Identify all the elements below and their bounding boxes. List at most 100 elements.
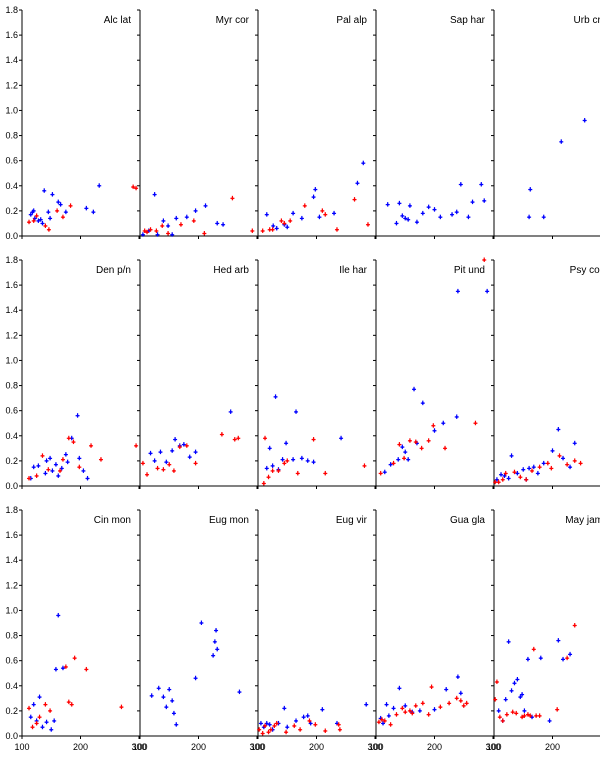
x-tick-label: 200 xyxy=(191,742,206,752)
data-point xyxy=(28,212,33,217)
data-point xyxy=(493,479,498,485)
data-point xyxy=(515,677,520,682)
data-point xyxy=(332,210,337,216)
data-point xyxy=(419,445,424,451)
y-tick-label: 0.0 xyxy=(5,481,18,491)
data-point xyxy=(203,203,208,208)
x-tick-label: 300 xyxy=(131,742,146,752)
data-point xyxy=(522,713,527,718)
x-tick-label: 100 xyxy=(250,742,265,752)
data-point xyxy=(274,225,279,231)
data-point xyxy=(402,455,407,461)
data-point xyxy=(202,230,207,236)
data-point xyxy=(485,288,490,294)
data-point xyxy=(454,414,459,419)
panel-0-points xyxy=(27,183,139,232)
data-point xyxy=(193,449,198,455)
data-point xyxy=(97,183,102,188)
data-point xyxy=(527,465,532,471)
data-point xyxy=(547,718,552,723)
panel-5-points xyxy=(27,413,139,481)
data-point xyxy=(388,722,393,727)
data-point xyxy=(301,714,306,720)
data-point xyxy=(412,386,417,392)
y-tick-label: 1.8 xyxy=(5,505,18,515)
data-point xyxy=(361,160,366,166)
data-point xyxy=(69,702,74,707)
data-point xyxy=(37,714,42,720)
data-point xyxy=(514,710,519,716)
panel-11-points xyxy=(149,620,242,727)
data-point xyxy=(53,666,58,672)
data-point xyxy=(140,460,145,466)
y-tick-label: 1.0 xyxy=(5,105,18,115)
data-point xyxy=(50,192,55,197)
data-point xyxy=(193,208,198,213)
panel-2: Pal alp xyxy=(255,9,376,239)
data-point xyxy=(81,468,86,473)
data-point xyxy=(298,727,303,732)
x-tick-label: 200 xyxy=(427,742,442,752)
data-point xyxy=(518,474,523,480)
panel-title: Eug vir xyxy=(336,515,368,526)
data-point xyxy=(171,710,176,716)
data-point xyxy=(44,719,49,725)
data-point xyxy=(149,693,154,698)
data-point xyxy=(48,455,53,461)
data-point xyxy=(89,443,94,448)
panel-12: 100 200 300 Eug vir xyxy=(250,509,383,752)
data-point xyxy=(572,440,577,446)
data-point xyxy=(27,219,32,225)
panel-title: Sap har xyxy=(450,15,486,26)
data-point xyxy=(48,215,53,221)
data-point xyxy=(494,679,499,685)
data-point xyxy=(199,620,204,625)
data-point xyxy=(382,469,387,475)
data-point xyxy=(311,459,316,465)
data-point xyxy=(534,713,539,718)
y-tick-label: 0.8 xyxy=(5,381,18,391)
data-point xyxy=(565,462,570,467)
data-point xyxy=(221,222,226,227)
data-point xyxy=(381,720,386,726)
panel-1: Myr cor xyxy=(137,9,258,239)
data-point xyxy=(438,214,443,220)
data-point xyxy=(509,688,514,693)
data-point xyxy=(426,204,431,210)
y-tick-label: 0.4 xyxy=(5,681,18,691)
data-point xyxy=(426,438,431,443)
data-point xyxy=(36,218,41,223)
x-tick-label: 300 xyxy=(249,742,264,752)
data-point xyxy=(59,465,64,471)
data-point xyxy=(266,729,271,735)
data-point xyxy=(270,463,275,468)
data-point xyxy=(60,665,65,671)
axes-layer: 0.0 0.2 0.4 0.6 0.8 1.0 1.2 1.4 1.6 1.8 Alc lat Myr… xyxy=(5,5,600,752)
x-tick-label: 100 xyxy=(486,742,501,752)
data-point xyxy=(43,223,48,228)
panel-10-points xyxy=(27,612,124,732)
data-point xyxy=(60,457,65,462)
data-point xyxy=(291,210,296,216)
data-point xyxy=(494,477,499,482)
data-point xyxy=(142,228,147,233)
data-point xyxy=(400,705,405,711)
y-tick-label: 1.8 xyxy=(5,5,18,15)
data-point xyxy=(55,208,60,213)
data-point xyxy=(417,708,422,713)
data-point xyxy=(336,722,341,727)
data-point xyxy=(396,457,401,462)
y-tick-label: 0.0 xyxy=(5,731,18,741)
data-point xyxy=(161,694,166,700)
data-point xyxy=(257,727,262,732)
data-point xyxy=(504,712,509,717)
data-point xyxy=(148,227,153,232)
y-tick-label: 0.4 xyxy=(5,431,18,441)
data-point xyxy=(294,718,299,723)
y-tick-label: 0.4 xyxy=(5,181,18,191)
data-point xyxy=(236,435,241,441)
data-point xyxy=(160,223,165,228)
panel-title: Cin mon xyxy=(94,515,131,526)
data-point xyxy=(305,713,310,718)
data-point xyxy=(264,720,269,726)
